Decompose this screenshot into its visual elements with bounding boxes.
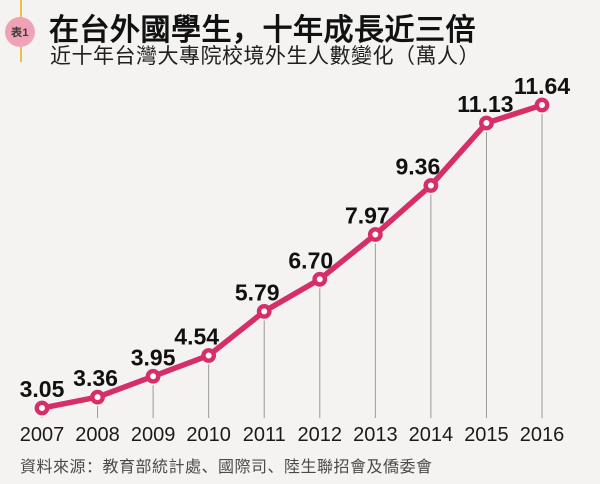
data-point — [90, 389, 105, 405]
table-badge: 表1 — [5, 17, 35, 47]
x-axis-label: 2014 — [409, 424, 454, 446]
table-badge-label: 表1 — [10, 27, 30, 39]
x-axis-label: 2011 — [243, 424, 286, 446]
x-axis-label: 2013 — [353, 424, 398, 446]
x-axis-label: 2016 — [520, 424, 565, 446]
series-line — [39, 102, 545, 411]
data-label: 3.36 — [73, 365, 118, 391]
x-axis-label: 2007 — [20, 424, 65, 446]
x-axis-label: 2009 — [131, 424, 176, 446]
data-label: 3.95 — [131, 344, 176, 370]
data-point — [201, 348, 217, 363]
chart-title: 在台外國學生，十年成長近三倍 — [49, 14, 476, 47]
data-label: 6.70 — [288, 247, 333, 273]
data-point — [367, 227, 383, 242]
data-point — [145, 368, 161, 384]
data-label: 3.05 — [20, 376, 65, 402]
x-axis-label: 2015 — [464, 424, 509, 446]
data-label: 7.97 — [345, 202, 390, 228]
data-label: 11.64 — [514, 73, 570, 99]
data-label: 5.79 — [235, 279, 280, 305]
data-point — [423, 178, 439, 193]
data-point — [312, 271, 328, 287]
data-point — [256, 303, 272, 319]
x-axis-label: 2010 — [186, 424, 231, 446]
data-point — [34, 400, 50, 416]
chart-subtitle: 近十年台灣大專院校境外生人數變化（萬人） — [50, 45, 480, 68]
x-axis-label: 2008 — [75, 424, 120, 446]
data-label: 11.13 — [457, 91, 513, 117]
data-point — [479, 115, 494, 131]
data-label: 4.54 — [174, 323, 219, 349]
data-label: 9.36 — [396, 153, 441, 179]
source-note: 資料來源：教育部統計處、國際司、陸生聯招會及僑委會 — [20, 459, 433, 476]
data-point — [534, 97, 550, 113]
x-axis-label: 2012 — [298, 424, 343, 446]
